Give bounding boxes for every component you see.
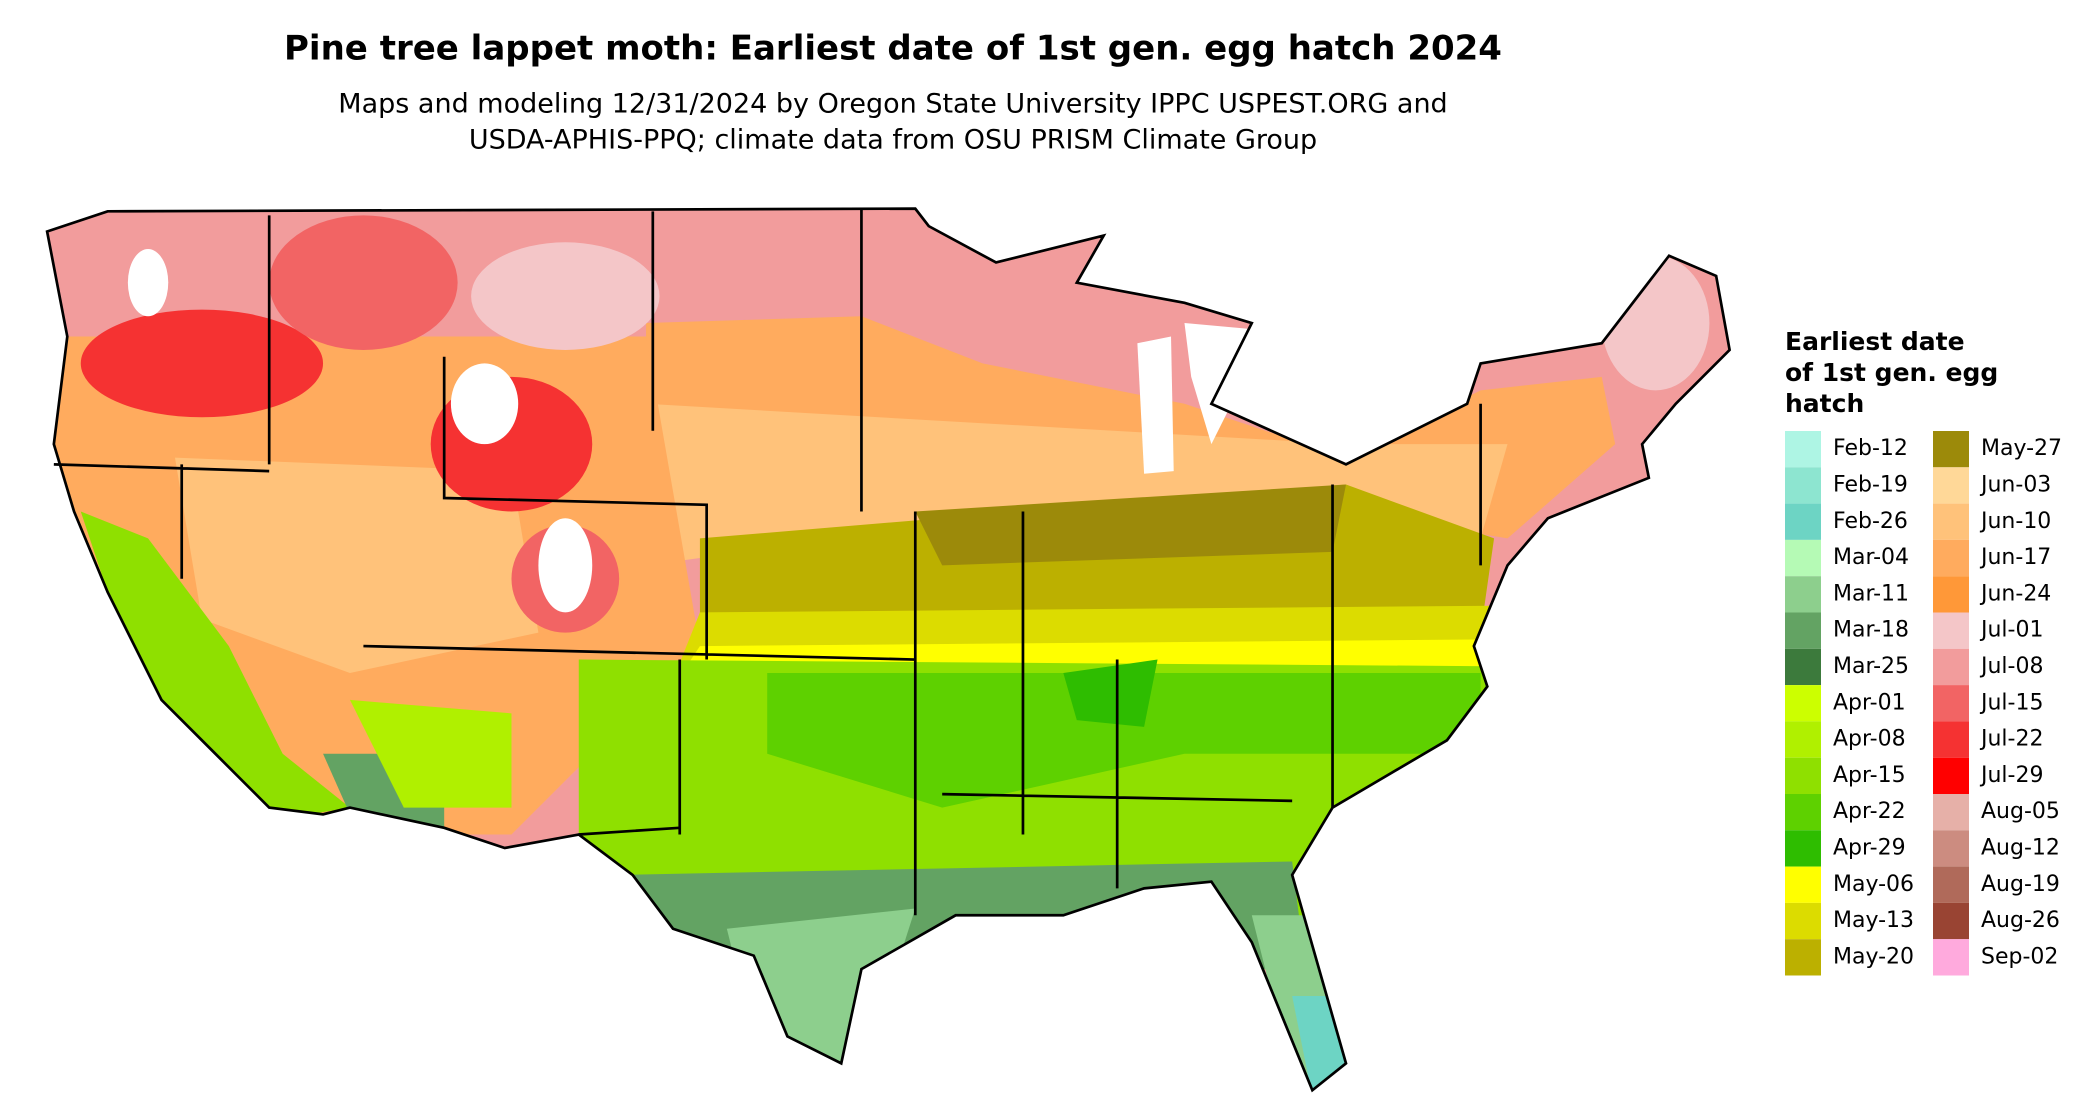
legend-label: Jul-15 [1979,690,2043,715]
legend-swatch [1933,939,1969,976]
snow [538,518,593,613]
legend-swatch [1933,539,1969,577]
legend-swatch [1785,685,1821,722]
region [174,457,539,673]
legend-label: Mar-04 [1833,545,1909,570]
legend-label: Feb-19 [1833,472,1908,497]
legend-label: May-20 [1833,944,1914,969]
region [1063,659,1158,727]
legend-swatch [1933,830,1969,867]
region [269,215,458,350]
legend-swatch [1785,648,1821,686]
legend-swatch [1785,576,1821,613]
legend-label: Jul-08 [1979,654,2043,679]
legend-swatch [1785,721,1821,758]
legend-label: Feb-26 [1833,509,1908,534]
legend-swatch [1785,503,1821,540]
legend-label: Jun-17 [1979,545,2051,570]
legend-label: Aug-26 [1981,908,2060,933]
legend-label: Jul-01 [1979,618,2043,643]
state-border [53,208,1482,916]
legend-label: Jun-03 [1979,472,2051,497]
legend-label: Jul-22 [1979,727,2043,752]
legend-swatch [1785,866,1821,903]
legend-swatch [1933,757,1969,794]
legend-swatch [1933,902,1969,940]
region [80,309,324,418]
legend: Feb-12 Feb-19 Feb-26 Mar-04 Mar-11 Mar-18 Mar-… [1785,431,2062,976]
legend-label: Sep-02 [1981,944,2058,969]
legend-label: Apr-01 [1833,690,1906,715]
legend-swatch [1933,467,1969,504]
legend-swatch [1785,757,1821,794]
region [471,242,660,350]
legend-label: Aug-19 [1981,872,2060,897]
legend-swatch [1933,721,1969,758]
legend-swatch [1785,467,1821,504]
legend-label: Jul-29 [1979,763,2043,788]
legend-label: May-06 [1833,872,1914,897]
region [349,699,512,808]
legend-swatch [1933,503,1969,540]
map-title: Pine tree lappet moth: Earliest date of … [284,29,1502,69]
snow [127,249,169,317]
legend-swatch [1933,685,1969,722]
legend-swatch [1785,902,1821,940]
state-borders [45,207,1731,1092]
legend-swatch [1933,794,1969,831]
legend-title: hatch [1785,389,1864,418]
legend-swatch [1785,794,1821,831]
legend-label: Feb-12 [1833,436,1908,461]
region [767,673,1481,808]
legend-swatch [1933,576,1969,613]
legend-swatch [1785,830,1821,867]
legend-label: Mar-18 [1833,618,1909,643]
legend-label: Apr-22 [1833,799,1906,824]
legend-swatch [1933,431,1969,468]
legend-label: Aug-12 [1981,835,2060,860]
legend-swatch [1785,431,1821,468]
map-subtitle: USDA-APHIS-PPQ; climate data from OSU PR… [469,125,1317,156]
legend-label: Apr-15 [1833,763,1906,788]
legend-label: May-27 [1981,436,2062,461]
legend-swatch [1785,612,1821,649]
legend-swatch [1785,939,1821,976]
legend-swatch [1933,612,1969,649]
legend-label: Apr-29 [1833,835,1906,860]
snow [450,363,519,445]
legend-label: Jun-10 [1979,509,2051,534]
legend-title: of 1st gen. egg [1785,358,1998,387]
legend-label: Apr-08 [1833,727,1906,752]
region [80,511,350,822]
legend-label: Jun-24 [1979,581,2051,606]
legend-label: May-13 [1833,908,1914,933]
legend-swatch [1785,539,1821,577]
legend-swatch [1933,648,1969,686]
legend-label: Mar-25 [1833,654,1909,679]
legend-title: Earliest date [1785,327,1965,356]
region [1292,996,1346,1091]
legend-label: Aug-05 [1981,799,2060,824]
legend-label: Mar-11 [1833,581,1909,606]
map-subtitle: Maps and modeling 12/31/2024 by Oregon S… [338,89,1447,120]
lake [1137,336,1174,474]
legend-swatch [1933,866,1969,903]
